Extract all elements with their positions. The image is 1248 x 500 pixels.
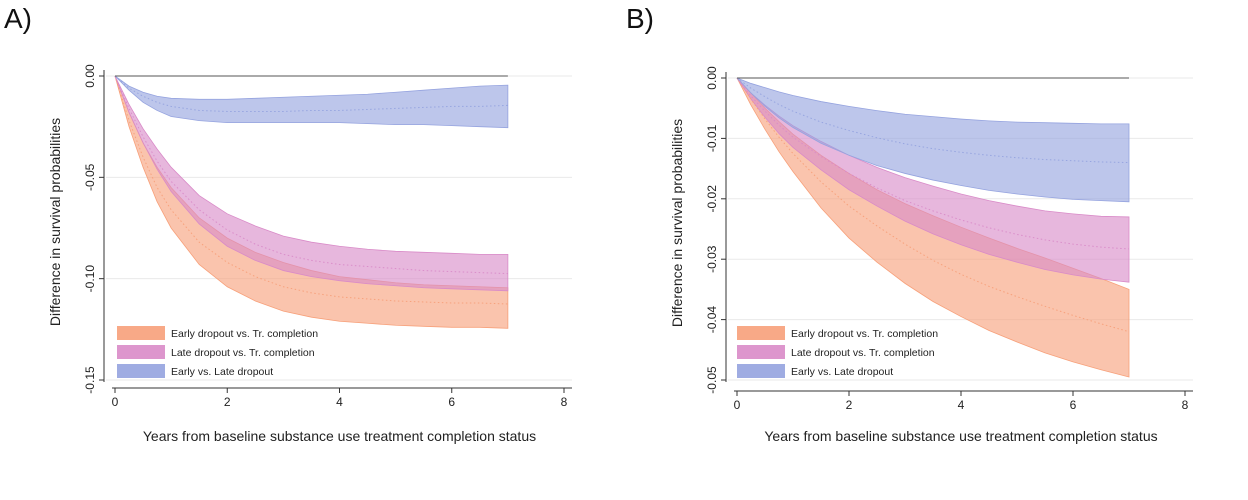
y-axis-title: Difference in survival probabilities: [47, 118, 63, 326]
y-tick-label: 0.00: [83, 64, 97, 88]
y-tick-label: -0.03: [705, 245, 719, 273]
y-tick-label: -0.02: [705, 185, 719, 213]
legend-label-2: Late dropout vs. Tr. completion: [171, 347, 315, 359]
x-tick-label: 0: [112, 395, 119, 409]
estimate-line-1: [736, 77, 1130, 333]
panel-a-label: A): [4, 3, 32, 34]
y-tick-label: -0.01: [705, 124, 719, 152]
estimate-line-2: [736, 77, 1130, 250]
legend-swatch-1: [737, 326, 785, 340]
ci-band-2: [114, 75, 509, 292]
estimate-line-1: [114, 75, 508, 305]
x-tick-label: 2: [846, 398, 853, 412]
legend-label-2: Late dropout vs. Tr. completion: [791, 347, 935, 359]
x-tick-label: 0: [734, 398, 741, 412]
panel-a: A) 0.00 -0.05 -0.10 -0.15 0 2 4 6 8 Years from bas…: [4, 3, 572, 444]
legend-swatch-3: [117, 364, 165, 378]
y-tick-label: -0.04: [705, 306, 719, 334]
y-axis-title: Difference in survival probabilities: [669, 119, 685, 327]
x-tick-label: 4: [958, 398, 965, 412]
legend-swatch-2: [117, 345, 165, 359]
legend-label-1: Early dropout vs. Tr. completion: [791, 328, 938, 340]
ci-band-3: [114, 75, 509, 129]
x-tick-label: 4: [336, 395, 343, 409]
y-tick-label: 0.00: [705, 66, 719, 90]
legend-swatch-2: [737, 345, 785, 359]
y-tick-label: -0.15: [83, 366, 97, 394]
x-tick-label: 8: [1182, 398, 1189, 412]
legend-label-3: Early vs. Late dropout: [171, 366, 273, 378]
legend-label-3: Early vs. Late dropout: [791, 366, 893, 378]
legend: Early dropout vs. Tr. completion Late dro…: [737, 326, 938, 378]
legend-swatch-1: [117, 326, 165, 340]
x-axis-title: Years from baseline substance use treatm…: [764, 428, 1157, 444]
x-axis-title: Years from baseline substance use treatm…: [143, 428, 536, 444]
legend: Early dropout vs. Tr. completion Late dro…: [117, 326, 318, 378]
estimate-line-3: [114, 75, 508, 112]
legend-label-1: Early dropout vs. Tr. completion: [171, 328, 318, 340]
panel-b: B) 0.00 -0.01 -0.02 -0.03 -0.04 -0.05 0 2 4 6 8 Year…: [626, 3, 1193, 444]
x-tick-label: 2: [224, 395, 231, 409]
y-tick-label: -0.10: [83, 265, 97, 293]
x-tick-label: 8: [561, 395, 568, 409]
estimate-line-3: [736, 77, 1130, 164]
panel-b-label: B): [626, 3, 654, 34]
y-tick-label: -0.05: [705, 366, 719, 394]
y-tick-label: -0.05: [83, 163, 97, 191]
ci-band-3: [736, 77, 1130, 203]
legend-swatch-3: [737, 364, 785, 378]
x-tick-label: 6: [1070, 398, 1077, 412]
x-tick-label: 6: [448, 395, 455, 409]
